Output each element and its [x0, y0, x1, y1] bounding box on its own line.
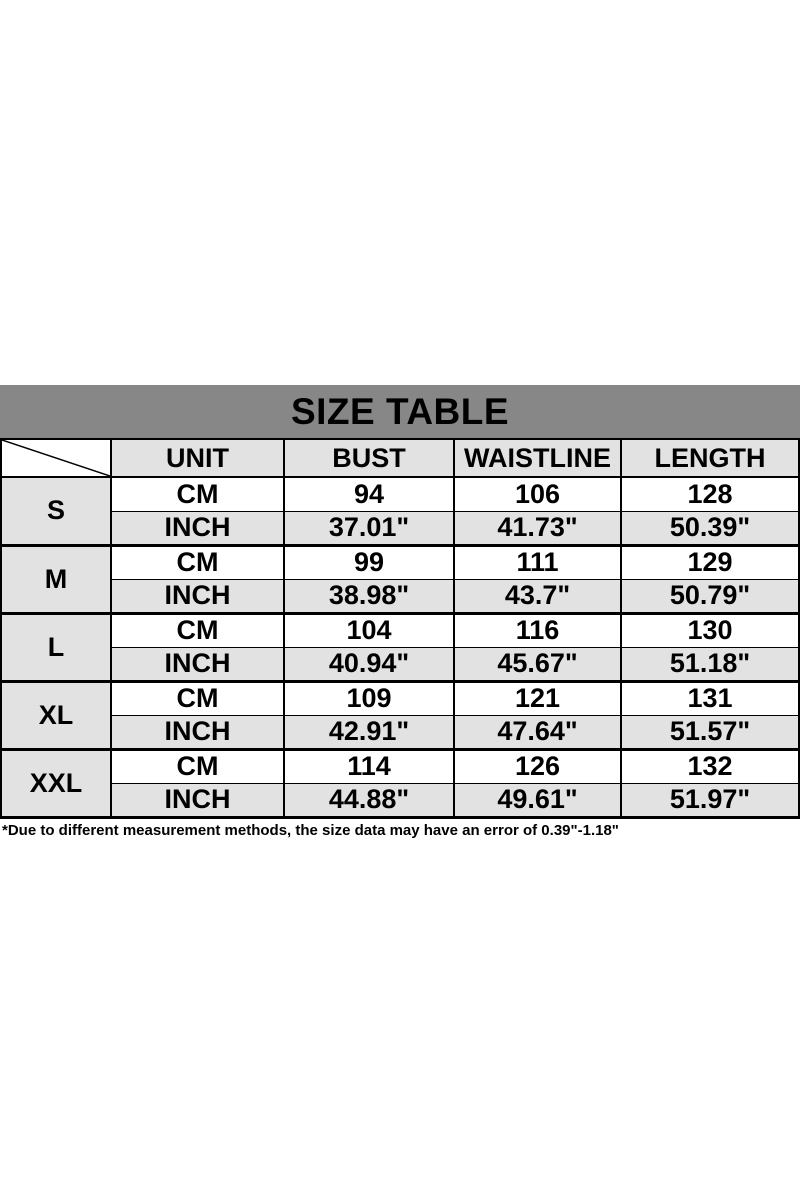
unit-label-inch: INCH — [110, 715, 285, 751]
table-cell: 111 — [453, 545, 622, 580]
size-label-xxl: XXL — [0, 749, 112, 819]
table-row: XXL CM 114 126 132 — [0, 749, 800, 819]
size-table: UNIT BUST WAISTLINE LENGTH S CM 94 106 1… — [0, 438, 800, 819]
column-header-unit: UNIT — [110, 439, 285, 478]
size-label-l: L — [0, 613, 112, 683]
table-cell: 50.79" — [620, 579, 800, 615]
table-cell: 131 — [620, 681, 800, 716]
unit-label-inch: INCH — [110, 511, 285, 547]
table-row: INCH 42.91" 47.64" 51.57" — [1, 715, 800, 751]
table-cell: 51.97" — [620, 783, 800, 819]
size-label-m: M — [0, 545, 112, 615]
table-row: INCH 37.01" 41.73" 50.39" — [1, 511, 800, 547]
table-cell: 106 — [453, 477, 622, 512]
table-cell: 99 — [283, 545, 455, 580]
size-label-xl: XL — [0, 681, 112, 751]
table-cell: 121 — [453, 681, 622, 716]
header-row: UNIT BUST WAISTLINE LENGTH — [0, 439, 800, 478]
table-cell: 42.91" — [283, 715, 455, 751]
footnote: *Due to different measurement methods, t… — [2, 822, 619, 839]
unit-label-cm: CM — [110, 749, 285, 784]
table-row: M CM 99 111 129 — [0, 545, 800, 615]
table-cell: 94 — [283, 477, 455, 512]
table-cell: 41.73" — [453, 511, 622, 547]
table-row: S CM 94 106 128 — [0, 477, 800, 547]
table-cell: 43.7" — [453, 579, 622, 615]
unit-label-inch: INCH — [110, 579, 285, 615]
column-header-waistline: WAISTLINE — [453, 439, 622, 478]
unit-label-cm: CM — [110, 681, 285, 716]
table-cell: 45.67" — [453, 647, 622, 683]
table-cell: 40.94" — [283, 647, 455, 683]
page-title: SIZE TABLE — [290, 390, 510, 432]
unit-label-cm: CM — [110, 545, 285, 580]
unit-label-inch: INCH — [110, 647, 285, 683]
table-cell: 38.98" — [283, 579, 455, 615]
diagonal-line — [2, 440, 110, 476]
table-cell: 130 — [620, 613, 800, 648]
size-label-s: S — [0, 477, 112, 547]
table-cell: 109 — [283, 681, 455, 716]
title-bar: SIZE TABLE — [0, 385, 800, 438]
column-header-length: LENGTH — [620, 439, 800, 478]
table-row: INCH 40.94" 45.67" 51.18" — [1, 647, 800, 683]
table-cell: 132 — [620, 749, 800, 784]
unit-label-inch: INCH — [110, 783, 285, 819]
table-cell: 50.39" — [620, 511, 800, 547]
table-cell: 129 — [620, 545, 800, 580]
corner-cell — [0, 439, 112, 478]
unit-label-cm: CM — [110, 613, 285, 648]
table-cell: 49.61" — [453, 783, 622, 819]
table-cell: 116 — [453, 613, 622, 648]
table-row: INCH 38.98" 43.7" 50.79" — [1, 579, 800, 615]
table-cell: 104 — [283, 613, 455, 648]
table-row: L CM 104 116 130 — [0, 613, 800, 683]
table-cell: 47.64" — [453, 715, 622, 751]
unit-label-cm: CM — [110, 477, 285, 512]
table-row: INCH 44.88" 49.61" 51.97" — [1, 783, 800, 819]
column-header-bust: BUST — [283, 439, 455, 478]
table-cell: 51.57" — [620, 715, 800, 751]
table-cell: 37.01" — [283, 511, 455, 547]
table-cell: 114 — [283, 749, 455, 784]
table-cell: 126 — [453, 749, 622, 784]
table-cell: 51.18" — [620, 647, 800, 683]
table-cell: 44.88" — [283, 783, 455, 819]
table-row: XL CM 109 121 131 — [0, 681, 800, 751]
table-cell: 128 — [620, 477, 800, 512]
